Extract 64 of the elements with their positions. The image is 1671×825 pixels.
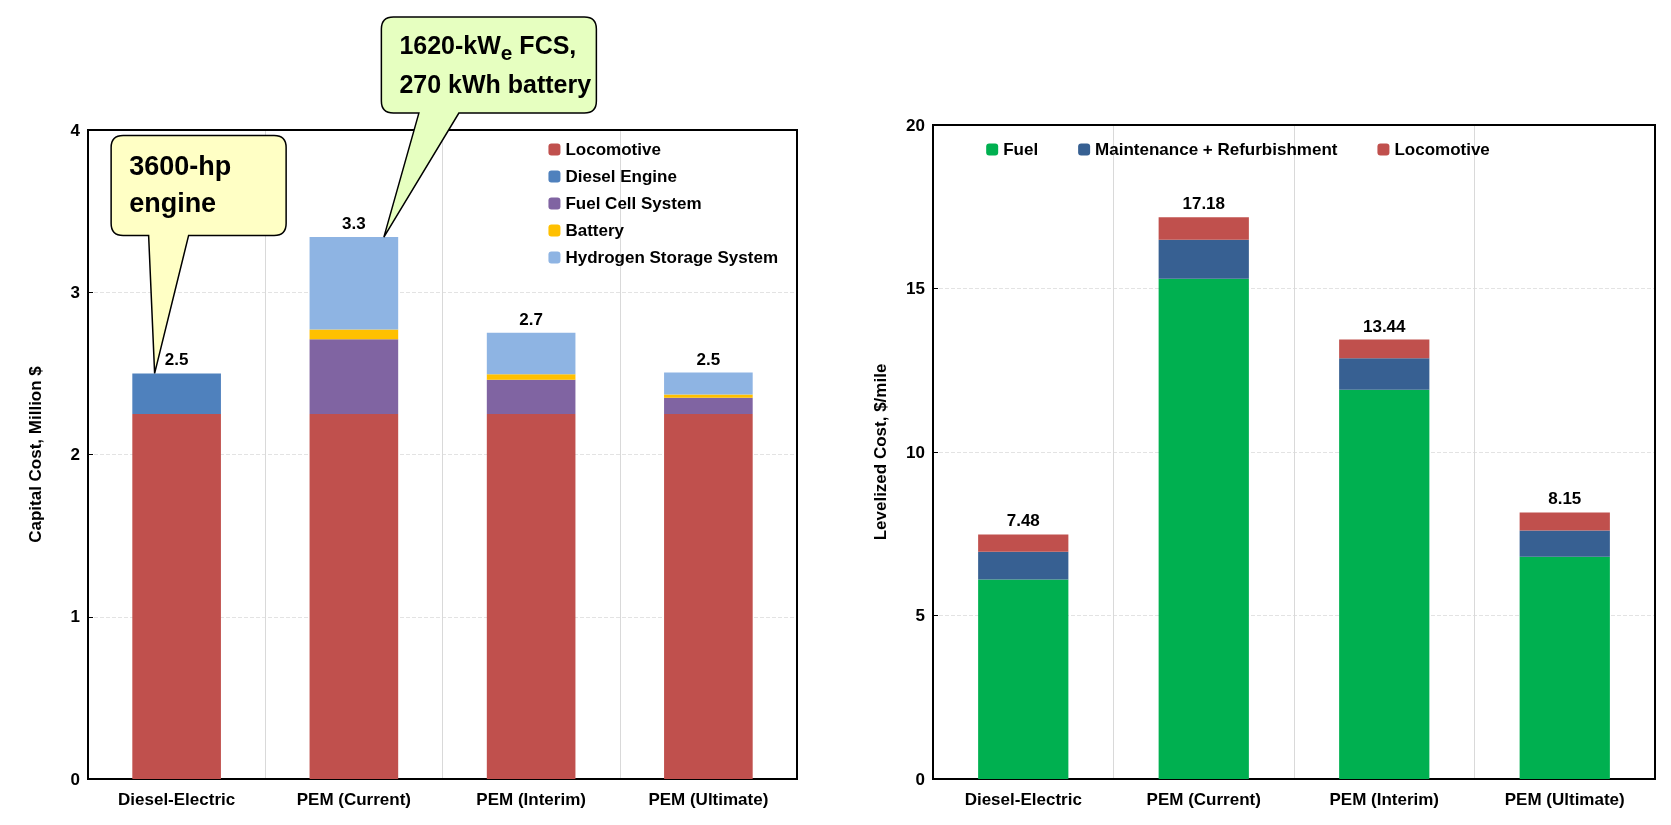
bar <box>1339 339 1430 359</box>
total-label: 7.48 <box>1006 511 1040 531</box>
legend-label: Hydrogen Storage System <box>565 248 778 267</box>
total-label: 13.44 <box>1362 316 1407 336</box>
y-tick-label: 20 <box>906 115 925 135</box>
annotation: 3600-hp engine <box>129 149 232 221</box>
total-label: 2.5 <box>164 350 189 370</box>
bar <box>1158 278 1249 779</box>
x-tick-label: PEM (Current) <box>1146 790 1261 809</box>
bar <box>1339 389 1430 779</box>
bar <box>978 534 1069 552</box>
bar <box>664 413 753 779</box>
y-tick-label: 2 <box>70 445 80 464</box>
bar <box>664 394 753 398</box>
total-label: 3.3 <box>342 214 366 234</box>
x-tick-label: Diesel-Electric <box>964 790 1082 809</box>
bar <box>978 579 1069 779</box>
bar <box>1339 358 1430 390</box>
y-tick-label: 5 <box>915 606 925 625</box>
bar <box>309 329 399 340</box>
bar <box>132 373 221 414</box>
bar <box>1519 556 1610 779</box>
x-tick-label: Diesel-Electric <box>118 790 236 809</box>
bar <box>1519 512 1610 531</box>
legend-label: Fuel <box>1003 140 1039 159</box>
text: 1620-kW$_{e}$ FCS, 270 kWh battery <box>399 30 592 101</box>
total-label: 17.18 <box>1182 194 1226 214</box>
y-tick-label: 4 <box>70 120 81 140</box>
x-tick-label: PEM (Interim) <box>476 790 586 809</box>
legend-label: Diesel Engine <box>565 167 677 186</box>
total-label: 2.5 <box>696 349 721 369</box>
legend-label: Battery <box>565 221 625 240</box>
bar <box>664 372 753 395</box>
total-label: 2.7 <box>519 309 543 329</box>
total-label: 8.15 <box>1548 489 1582 509</box>
y-axis-title: Capital Cost, Million $ <box>26 365 45 543</box>
y-tick-label: 10 <box>906 442 925 462</box>
bar <box>1519 530 1610 557</box>
x-tick-label: PEM (Interim) <box>1329 790 1440 809</box>
bar <box>486 332 576 375</box>
y-tick-label: 0 <box>70 769 80 789</box>
y-tick-label: 3 <box>70 282 80 302</box>
y-tick-label: 1 <box>70 607 80 627</box>
y-axis-title: Levelized Cost, $/mile <box>871 363 890 541</box>
bar <box>309 413 399 779</box>
bar <box>309 339 399 414</box>
x-tick-label: PEM (Ultimate) <box>648 790 769 809</box>
legend-label: Fuel Cell System <box>565 194 702 213</box>
y-tick-label: 0 <box>915 769 925 789</box>
bar <box>309 237 399 330</box>
bar <box>1158 239 1249 279</box>
x-tick-label: PEM (Current) <box>296 790 412 809</box>
bar <box>486 413 576 779</box>
x-tick-label: PEM (Ultimate) <box>1504 790 1625 809</box>
legend-label: Locomotive <box>565 140 661 159</box>
y-tick-label: 15 <box>906 279 925 298</box>
bar <box>664 397 753 414</box>
bar <box>486 374 576 380</box>
bar <box>486 379 576 414</box>
bar <box>132 413 221 779</box>
bar <box>1158 217 1249 240</box>
bar <box>978 551 1069 580</box>
legend-label: Locomotive <box>1394 140 1490 159</box>
legend-label: Maintenance + Refurbishment <box>1095 140 1338 159</box>
